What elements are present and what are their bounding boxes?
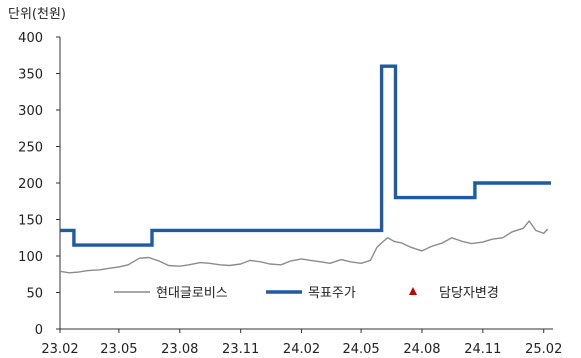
y-tick-label: 400 xyxy=(18,31,43,46)
y-tick-label: 100 xyxy=(18,250,43,265)
y-tick-label: 300 xyxy=(18,104,43,119)
x-tick-label: 24.02 xyxy=(283,342,320,357)
y-tick-label: 50 xyxy=(26,287,43,302)
x-tick-label: 24.08 xyxy=(403,342,440,357)
x-tick-label: 23.08 xyxy=(161,342,198,357)
legend-label: 현대글로비스 xyxy=(156,286,228,301)
x-tick-label: 24.05 xyxy=(342,342,379,357)
x-tick-label: 24.11 xyxy=(464,342,501,357)
x-tick-label: 23.05 xyxy=(100,342,137,357)
legend-label: 담당자변경 xyxy=(439,286,499,301)
x-tick-label: 23.11 xyxy=(222,342,259,357)
legend-swatch-analyst-change xyxy=(409,287,417,295)
y-tick-label: 250 xyxy=(18,141,43,156)
legend-label: 목표주가 xyxy=(308,286,356,301)
y-tick-label: 150 xyxy=(18,214,43,229)
unit-label: 단위(천원) xyxy=(8,7,66,22)
x-tick-label: 23.02 xyxy=(41,342,78,357)
y-tick-label: 0 xyxy=(35,323,43,338)
series-line-target-price xyxy=(60,64,551,247)
series-line-stock-price xyxy=(59,220,549,274)
x-tick-label: 25.02 xyxy=(525,342,562,357)
y-tick-label: 350 xyxy=(18,68,43,83)
y-tick-label: 200 xyxy=(18,177,43,192)
